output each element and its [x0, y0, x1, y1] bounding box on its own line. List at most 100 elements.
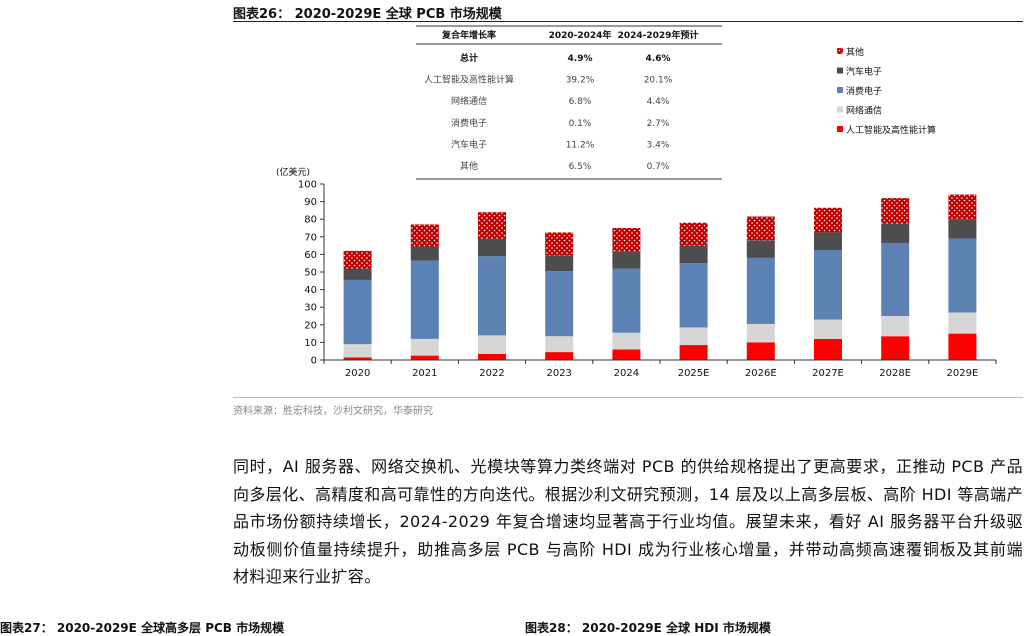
- bar-network-2027E: [814, 319, 842, 339]
- bar-auto-2027E: [814, 232, 842, 250]
- x-tick-label: 2028E: [879, 368, 911, 379]
- bar-consumer-2024: [612, 268, 641, 333]
- x-axis: 2020 2021 2022 2023 2024 2025E 2026E 2027E 2028E…: [323, 359, 997, 379]
- legend-label-network: 网络通信: [846, 105, 882, 117]
- table-cell-4-1: 11.2%: [566, 140, 595, 150]
- source-rule: [233, 397, 1023, 398]
- x-tick-label: 2020: [345, 368, 370, 379]
- table-header-0: 复合年增长率: [441, 29, 496, 41]
- bar-network-2020: [343, 344, 372, 358]
- table-cell-3-0: 消费电子: [451, 117, 487, 129]
- x-tick-label: 2022: [479, 368, 504, 379]
- table-cell-4-2: 3.4%: [647, 140, 670, 150]
- bar-other-2029E: [948, 194, 977, 220]
- bar-consumer-2025E: [679, 263, 708, 328]
- bar-auto-2023: [545, 255, 574, 272]
- legend-label-auto: 汽车电子: [846, 66, 882, 78]
- bar-consumer-2020: [343, 279, 372, 345]
- bar-other-2021: [410, 224, 439, 247]
- table-cell-1-0: 人工智能及高性能计算: [424, 74, 514, 86]
- table-header-1: 2020-2024年: [549, 29, 612, 41]
- bar-other-2024: [612, 228, 641, 252]
- bar-ai-2021: [410, 355, 439, 360]
- y-tick-label: 40: [304, 285, 317, 296]
- bar-auto-2020: [343, 268, 372, 280]
- bar-ai-2029E: [948, 333, 977, 360]
- figure-title: 图表26： 2020-2029E 全球 PCB 市场规模: [233, 7, 502, 22]
- bar-network-2026E: [746, 323, 775, 343]
- table-cell-0-2: 4.6%: [646, 54, 671, 64]
- legend-swatch-network: [837, 106, 843, 113]
- bar-consumer-2026E: [746, 257, 775, 324]
- y-tick-label: 70: [304, 232, 317, 243]
- bar-network-2024: [612, 332, 641, 350]
- y-tick-label: 60: [304, 250, 317, 261]
- legend-swatch-other: [837, 48, 843, 54]
- legend-label-ai: 人工智能及高性能计算: [846, 124, 936, 136]
- bar-ai-2024: [612, 349, 641, 360]
- bar-auto-2022: [478, 238, 506, 257]
- bar-network-2029E: [948, 312, 977, 334]
- table-cell-3-2: 2.7%: [647, 119, 670, 129]
- bar-other-2025E: [679, 222, 708, 246]
- table-cell-5-0: 其他: [460, 160, 478, 172]
- bar-ai-2025E: [679, 345, 708, 360]
- bar-auto-2029E: [948, 219, 977, 239]
- bar-network-2022: [478, 335, 506, 354]
- x-tick-label: 2029E: [947, 368, 979, 379]
- table-header-2: 2024-2029年预计: [618, 29, 699, 41]
- y-tick-label: 90: [304, 197, 317, 208]
- bar-other-2026E: [746, 216, 775, 241]
- title-rule: [233, 21, 1023, 22]
- table-cell-3-1: 0.1%: [569, 119, 592, 129]
- bar-other-2027E: [814, 207, 842, 233]
- legend-label-other: 其他: [846, 46, 864, 58]
- bar-network-2025E: [679, 327, 708, 346]
- bar-network-2021: [410, 338, 439, 356]
- bar-other-2022: [478, 212, 506, 239]
- next-figure-caption-left: 图表27： 2020-2029E 全球高多层 PCB 市场规模: [0, 621, 285, 635]
- table-cell-4-0: 汽车电子: [451, 138, 487, 150]
- legend-swatch-consumer: [837, 87, 843, 93]
- table-cell-0-0: 总计: [460, 52, 478, 64]
- table-cell-1-2: 20.1%: [644, 76, 673, 86]
- table-cell-0-1: 4.9%: [568, 54, 593, 64]
- x-tick-label: 2024: [614, 368, 639, 379]
- bar-auto-2021: [410, 246, 439, 261]
- bar-auto-2025E: [679, 245, 708, 264]
- table-cell-5-2: 0.7%: [647, 162, 670, 172]
- bar-ai-2028E: [881, 336, 910, 360]
- bar-ai-2026E: [746, 342, 775, 360]
- x-tick-label: 2025E: [678, 368, 710, 379]
- bar-other-2023: [545, 232, 574, 256]
- x-tick-label: 2027E: [812, 368, 844, 379]
- bar-consumer-2027E: [814, 250, 842, 320]
- bar-ai-2022: [478, 353, 506, 360]
- bar-auto-2024: [612, 251, 641, 269]
- y-axis: (亿美元) 0 10 20 30 40 50 60 70 80 90 100: [276, 166, 325, 367]
- y-tick-label: 20: [304, 320, 317, 331]
- legend-label-consumer: 消费电子: [846, 85, 882, 97]
- y-axis-unit: (亿美元): [276, 166, 310, 178]
- bar-series: [343, 194, 977, 360]
- y-tick-label: 50: [304, 268, 317, 279]
- y-tick-label: 30: [304, 303, 317, 314]
- table-cell-1-1: 39.2%: [566, 76, 595, 86]
- table-cell-2-1: 6.8%: [569, 97, 592, 107]
- x-tick-label: 2026E: [745, 368, 777, 379]
- legend-swatch-ai: [837, 126, 843, 132]
- body-paragraph: 同时，AI 服务器、网络交换机、光模块等算力类终端对 PCB 的供给规格提出了更…: [233, 457, 1023, 586]
- bar-network-2028E: [881, 316, 910, 337]
- bar-consumer-2023: [545, 271, 574, 337]
- bar-ai-2020: [343, 357, 372, 360]
- y-tick-label: 0: [311, 356, 317, 367]
- bar-consumer-2022: [478, 256, 506, 336]
- bar-consumer-2028E: [881, 242, 910, 316]
- x-tick-label: 2023: [546, 368, 571, 379]
- next-figure-caption-right: 图表28： 2020-2029E 全球 HDI 市场规模: [525, 621, 771, 635]
- bar-ai-2027E: [814, 338, 842, 360]
- y-tick-label: 100: [298, 180, 317, 191]
